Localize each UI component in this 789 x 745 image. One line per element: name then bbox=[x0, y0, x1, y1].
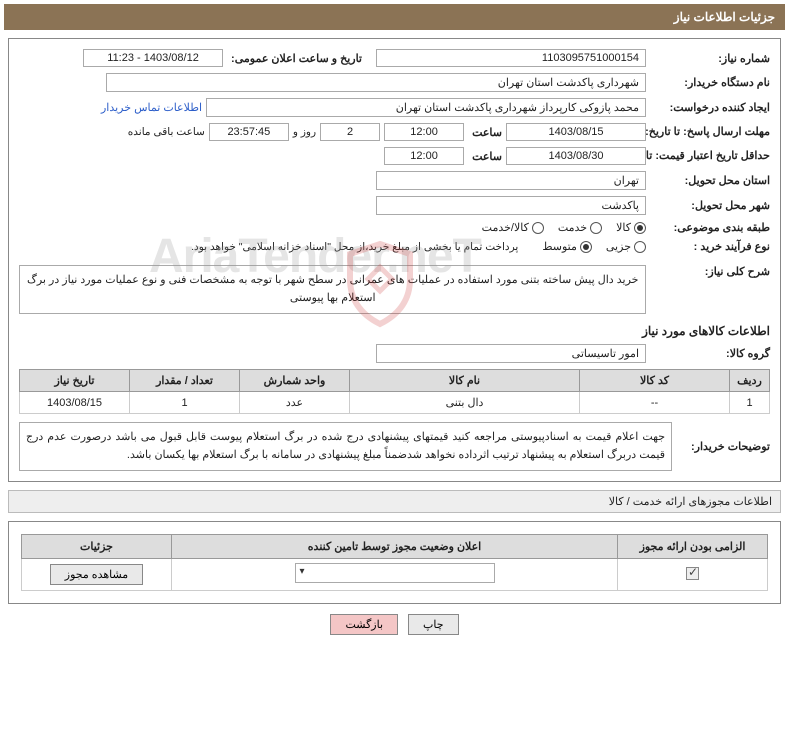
permit-section-label: اطلاعات مجوزهای ارائه خدمت / کالا bbox=[609, 496, 772, 508]
cell-qty: 1 bbox=[130, 392, 240, 414]
buyer-notes-label: توضیحات خریدار: bbox=[680, 440, 770, 453]
permit-box: الزامی بودن ارائه مجوز اعلان وضعیت مجوز … bbox=[8, 521, 781, 604]
table-header-row: ردیف کد کالا نام کالا واحد شمارش تعداد /… bbox=[20, 370, 770, 392]
city-field: پاکدشت bbox=[376, 196, 646, 215]
cell-status bbox=[172, 559, 618, 591]
deadline-label: مهلت ارسال پاسخ: تا تاریخ: bbox=[650, 125, 770, 139]
status-select[interactable] bbox=[295, 563, 495, 583]
th-unit: واحد شمارش bbox=[240, 370, 350, 392]
province-field: تهران bbox=[376, 171, 646, 190]
remain-suffix: ساعت باقی مانده bbox=[128, 126, 205, 138]
hours-remain-field: 23:57:45 bbox=[209, 123, 289, 141]
deadline-time-field: 12:00 bbox=[384, 123, 464, 141]
process-radios: جزیی متوسط bbox=[542, 240, 646, 253]
radio-goods-service[interactable]: کالا/خدمت bbox=[482, 221, 544, 234]
city-label: شهر محل تحویل: bbox=[650, 199, 770, 212]
radio-medium[interactable]: متوسط bbox=[542, 240, 592, 253]
process-label: نوع فرآیند خرید : bbox=[650, 240, 770, 253]
requester-field: محمد پازوکی کارپرداز شهرداری پاکدشت استا… bbox=[206, 98, 646, 117]
th-details: جزئیات bbox=[22, 535, 172, 559]
summary-label: شرح کلی نیاز: bbox=[650, 265, 770, 278]
cell-row: 1 bbox=[730, 392, 770, 414]
radio-minor[interactable]: جزیی bbox=[606, 240, 646, 253]
cell-date: 1403/08/15 bbox=[20, 392, 130, 414]
buyer-org-field: شهرداری پاکدشت استان تهران bbox=[106, 73, 646, 92]
th-row: ردیف bbox=[730, 370, 770, 392]
classification-radios: کالا خدمت کالا/خدمت bbox=[482, 221, 646, 234]
th-name: نام کالا bbox=[350, 370, 580, 392]
goods-section-title: اطلاعات کالاهای مورد نیاز bbox=[19, 324, 770, 338]
summary-text: خرید دال پیش ساخته بتنی مورد استفاده در … bbox=[19, 265, 646, 314]
buyer-notes-text: جهت اعلام قیمت به اسنادپیوستی مراجعه کنی… bbox=[19, 422, 672, 471]
goods-group-label: گروه کالا: bbox=[650, 347, 770, 360]
radio-dot bbox=[634, 241, 646, 253]
requester-label: ایجاد کننده درخواست: bbox=[650, 101, 770, 114]
view-permit-button[interactable]: مشاهده مجوز bbox=[50, 564, 143, 585]
days-word: روز و bbox=[293, 126, 316, 138]
th-mandatory: الزامی بودن ارائه مجوز bbox=[618, 535, 768, 559]
footer-buttons: چاپ بازگشت bbox=[0, 614, 789, 635]
radio-dot bbox=[580, 241, 592, 253]
radio-dot bbox=[634, 222, 646, 234]
time-label-2: ساعت bbox=[468, 150, 502, 163]
days-remain-field: 2 bbox=[320, 123, 380, 141]
back-button[interactable]: بازگشت bbox=[330, 614, 398, 635]
print-button[interactable]: چاپ bbox=[408, 614, 459, 635]
th-code: کد کالا bbox=[580, 370, 730, 392]
cell-code: -- bbox=[580, 392, 730, 414]
validity-time-field: 12:00 bbox=[384, 147, 464, 165]
need-no-label: شماره نیاز: bbox=[650, 52, 770, 65]
permit-header-row: الزامی بودن ارائه مجوز اعلان وضعیت مجوز … bbox=[22, 535, 768, 559]
permit-table: الزامی بودن ارائه مجوز اعلان وضعیت مجوز … bbox=[21, 534, 768, 591]
announce-label: تاریخ و ساعت اعلان عمومی: bbox=[227, 52, 362, 65]
goods-table: ردیف کد کالا نام کالا واحد شمارش تعداد /… bbox=[19, 369, 770, 414]
process-note: پرداخت تمام یا بخشی از مبلغ خرید،از محل … bbox=[191, 241, 518, 253]
table-row: 1 -- دال بتنی عدد 1 1403/08/15 bbox=[20, 392, 770, 414]
validity-date-field: 1403/08/30 bbox=[506, 147, 646, 165]
radio-service[interactable]: خدمت bbox=[558, 221, 602, 234]
buyer-org-label: نام دستگاه خریدار: bbox=[650, 76, 770, 89]
cell-name: دال بتنی bbox=[350, 392, 580, 414]
time-label-1: ساعت bbox=[468, 126, 502, 139]
th-status: اعلان وضعیت مجوز توسط تامین کننده bbox=[172, 535, 618, 559]
deadline-date-field: 1403/08/15 bbox=[506, 123, 646, 141]
province-label: استان محل تحویل: bbox=[650, 174, 770, 187]
page-title: جزئیات اطلاعات نیاز bbox=[674, 10, 775, 24]
page-header: جزئیات اطلاعات نیاز bbox=[4, 4, 785, 30]
th-date: تاریخ نیاز bbox=[20, 370, 130, 392]
mandatory-checkbox[interactable] bbox=[686, 567, 699, 580]
validity-label: حداقل تاریخ اعتبار قیمت: تا تاریخ: bbox=[650, 149, 770, 163]
cell-details: مشاهده مجوز bbox=[22, 559, 172, 591]
radio-dot bbox=[590, 222, 602, 234]
goods-group-field: امور تاسیساتی bbox=[376, 344, 646, 363]
radio-dot bbox=[532, 222, 544, 234]
need-no-field: 1103095751000154 bbox=[376, 49, 646, 67]
cell-unit: عدد bbox=[240, 392, 350, 414]
permit-row: مشاهده مجوز bbox=[22, 559, 768, 591]
radio-goods[interactable]: کالا bbox=[616, 221, 646, 234]
classification-label: طبقه بندی موضوعی: bbox=[650, 221, 770, 234]
buyer-contact-link[interactable]: اطلاعات تماس خریدار bbox=[101, 101, 202, 114]
permit-section-header: اطلاعات مجوزهای ارائه خدمت / کالا bbox=[8, 490, 781, 513]
cell-mandatory bbox=[618, 559, 768, 591]
announce-field: 1403/08/12 - 11:23 bbox=[83, 49, 223, 67]
main-info-box: AriaTender.neT شماره نیاز: 1103095751000… bbox=[8, 38, 781, 482]
th-qty: تعداد / مقدار bbox=[130, 370, 240, 392]
